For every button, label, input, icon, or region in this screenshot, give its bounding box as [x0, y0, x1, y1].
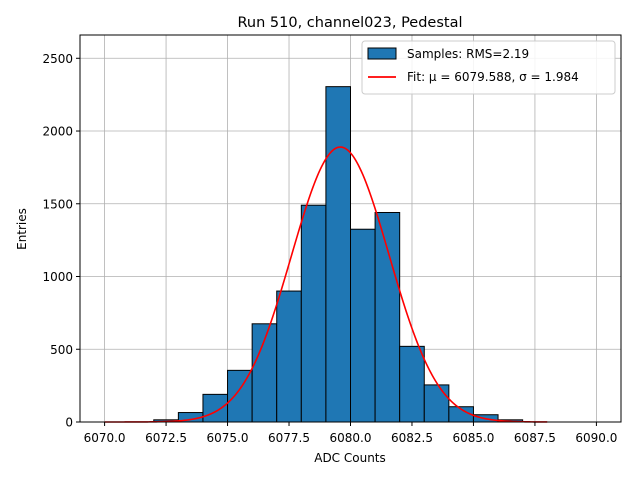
histogram-bar: [300, 204, 327, 423]
fit-curve: [104, 146, 548, 423]
y-tick-label: 1000: [42, 270, 73, 284]
y-axis-ticks: 0 500 1000 1500 2000 2500: [42, 52, 80, 430]
y-tick-label: 2000: [42, 125, 73, 139]
legend-label-fit: Fit: μ = 6079.588, σ = 1.984: [407, 70, 579, 84]
legend-swatch-samples: [367, 47, 397, 60]
y-tick-label: 0: [65, 416, 73, 430]
histogram-bar: [227, 369, 253, 423]
x-tick-label: 6075.0: [207, 431, 249, 445]
histogram-bar: [423, 384, 450, 423]
histogram-bar: [350, 228, 376, 423]
histogram-bar: [276, 290, 302, 423]
x-tick-label: 6082.5: [391, 431, 433, 445]
x-tick-label: 6087.5: [514, 431, 556, 445]
y-tick-label: 500: [50, 343, 73, 357]
legend: Samples: RMS=2.19 Fit: μ = 6079.588, σ =…: [361, 40, 616, 95]
x-tick-label: 6072.5: [145, 431, 187, 445]
histogram-bar: [202, 393, 229, 423]
x-tick-label: 6090.0: [575, 431, 617, 445]
y-tick-label: 1500: [42, 197, 73, 211]
x-tick-label: 6077.5: [268, 431, 310, 445]
histogram-bar: [325, 86, 351, 423]
x-axis-label: ADC Counts: [314, 451, 386, 465]
chart-title: Run 510, channel023, Pedestal: [237, 15, 462, 31]
legend-label-samples: Samples: RMS=2.19: [407, 47, 529, 61]
legend-box: [361, 40, 616, 95]
y-axis-label: Entries: [15, 208, 29, 250]
histogram-bar: [399, 345, 425, 423]
x-tick-label: 6085.0: [452, 431, 494, 445]
x-tick-label: 6070.0: [84, 431, 126, 445]
y-tick-label: 2500: [42, 52, 73, 66]
histogram-bar: [374, 211, 401, 423]
histogram-bars: [153, 86, 524, 423]
x-tick-label: 6080.0: [330, 431, 372, 445]
x-axis-ticks: 6070.0 6072.5 6075.0 6077.5 6080.0 6082.5 6085…: [84, 422, 617, 445]
